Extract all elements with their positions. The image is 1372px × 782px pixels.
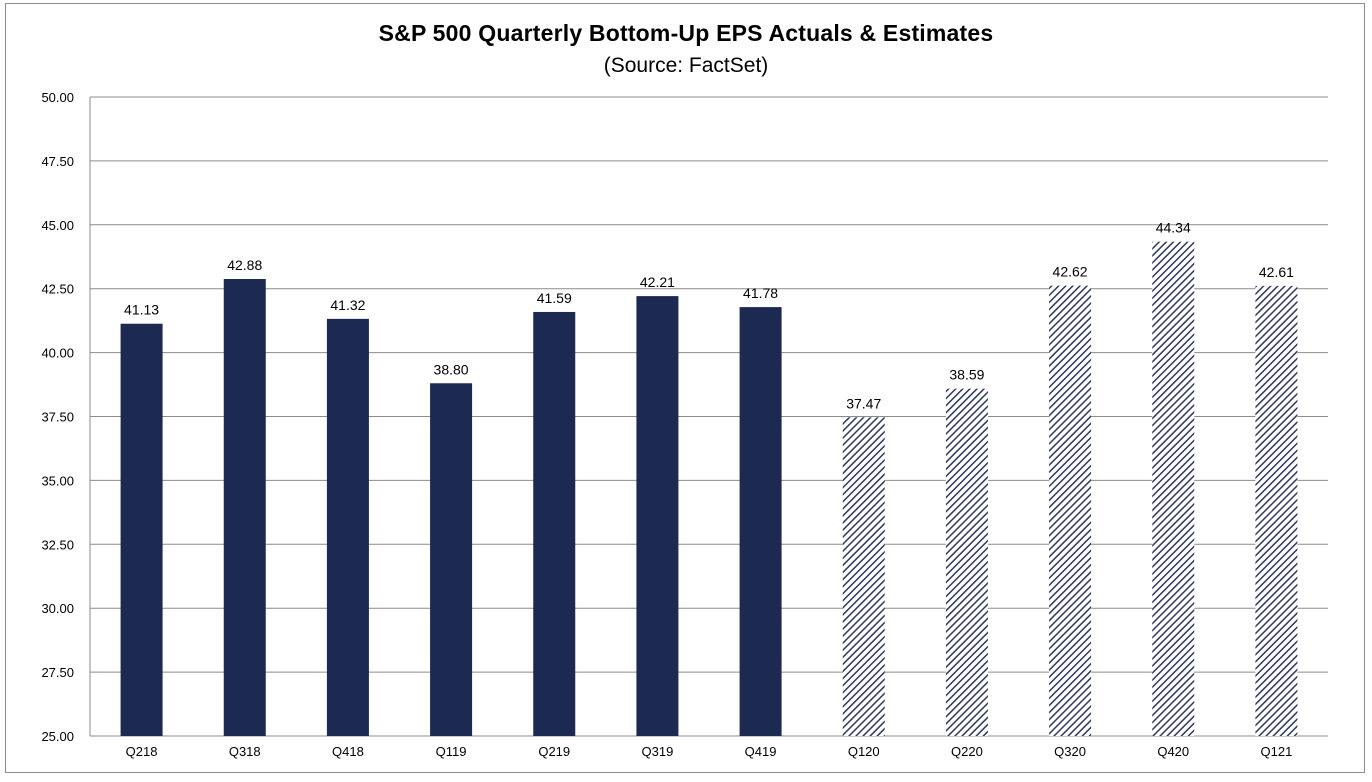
- data-label: 44.34: [1156, 220, 1191, 236]
- data-label: 37.47: [846, 395, 881, 411]
- data-label: 42.21: [640, 274, 675, 290]
- data-label: 42.88: [227, 257, 262, 273]
- data-label: 42.62: [1053, 264, 1088, 280]
- x-tick-label: Q418: [332, 744, 364, 759]
- data-label: 41.78: [743, 285, 778, 301]
- data-label: 42.61: [1259, 264, 1294, 280]
- x-tick-label: Q219: [538, 744, 570, 759]
- bar-estimate: [945, 388, 988, 736]
- bar-estimate: [1152, 241, 1195, 736]
- y-tick-label: 42.50: [41, 282, 74, 297]
- data-label: 41.13: [124, 302, 159, 318]
- y-tick-label: 25.00: [41, 729, 74, 744]
- data-label: 41.32: [330, 297, 365, 313]
- bar-actual: [430, 383, 473, 736]
- x-tick-label: Q320: [1054, 744, 1086, 759]
- y-tick-label: 50.00: [41, 90, 74, 105]
- y-tick-label: 45.00: [41, 218, 74, 233]
- y-tick-label: 47.50: [41, 154, 74, 169]
- bar-actual: [533, 311, 576, 736]
- bars: [120, 241, 1298, 736]
- bar-estimate: [1049, 285, 1092, 736]
- x-tick-label: Q218: [126, 744, 158, 759]
- data-label: 41.59: [537, 290, 572, 306]
- x-tick-label: Q120: [848, 744, 880, 759]
- bar-estimate: [1255, 285, 1298, 736]
- y-tick-label: 32.50: [41, 537, 74, 552]
- x-tick-label: Q419: [745, 744, 777, 759]
- chart-title: S&P 500 Quarterly Bottom-Up EPS Actuals …: [378, 20, 994, 46]
- data-label: 38.59: [949, 367, 984, 383]
- y-tick-label: 35.00: [41, 473, 74, 488]
- y-tick-label: 40.00: [41, 346, 74, 361]
- bar-actual: [636, 296, 679, 736]
- gridlines: [90, 96, 1328, 737]
- chart-subtitle: (Source: FactSet): [603, 54, 769, 77]
- x-tick-label: Q119: [436, 744, 467, 759]
- bar-actual: [326, 318, 369, 736]
- data-label: 38.80: [434, 361, 469, 377]
- x-tick-label: Q220: [951, 744, 983, 759]
- bar-actual: [223, 278, 266, 736]
- x-tick-label: Q319: [642, 744, 674, 759]
- y-tick-label: 27.50: [41, 665, 74, 680]
- y-tick-label: 30.00: [41, 601, 74, 616]
- x-tick-label: Q121: [1261, 744, 1293, 759]
- bar-actual: [739, 307, 782, 736]
- axes: 25.00 27.50 30.00 32.50 35.00 37.50 40.00 42.50…: [41, 90, 1328, 759]
- y-tick-label: 37.50: [41, 410, 74, 425]
- bar-actual: [120, 323, 163, 736]
- data-labels: 41.13 42.88 41.32 38.80 41.59 42.21 41.78 37.47…: [124, 220, 1294, 412]
- bar-estimate: [842, 417, 885, 736]
- x-tick-label: Q420: [1157, 744, 1189, 759]
- x-tick-label: Q318: [229, 744, 261, 759]
